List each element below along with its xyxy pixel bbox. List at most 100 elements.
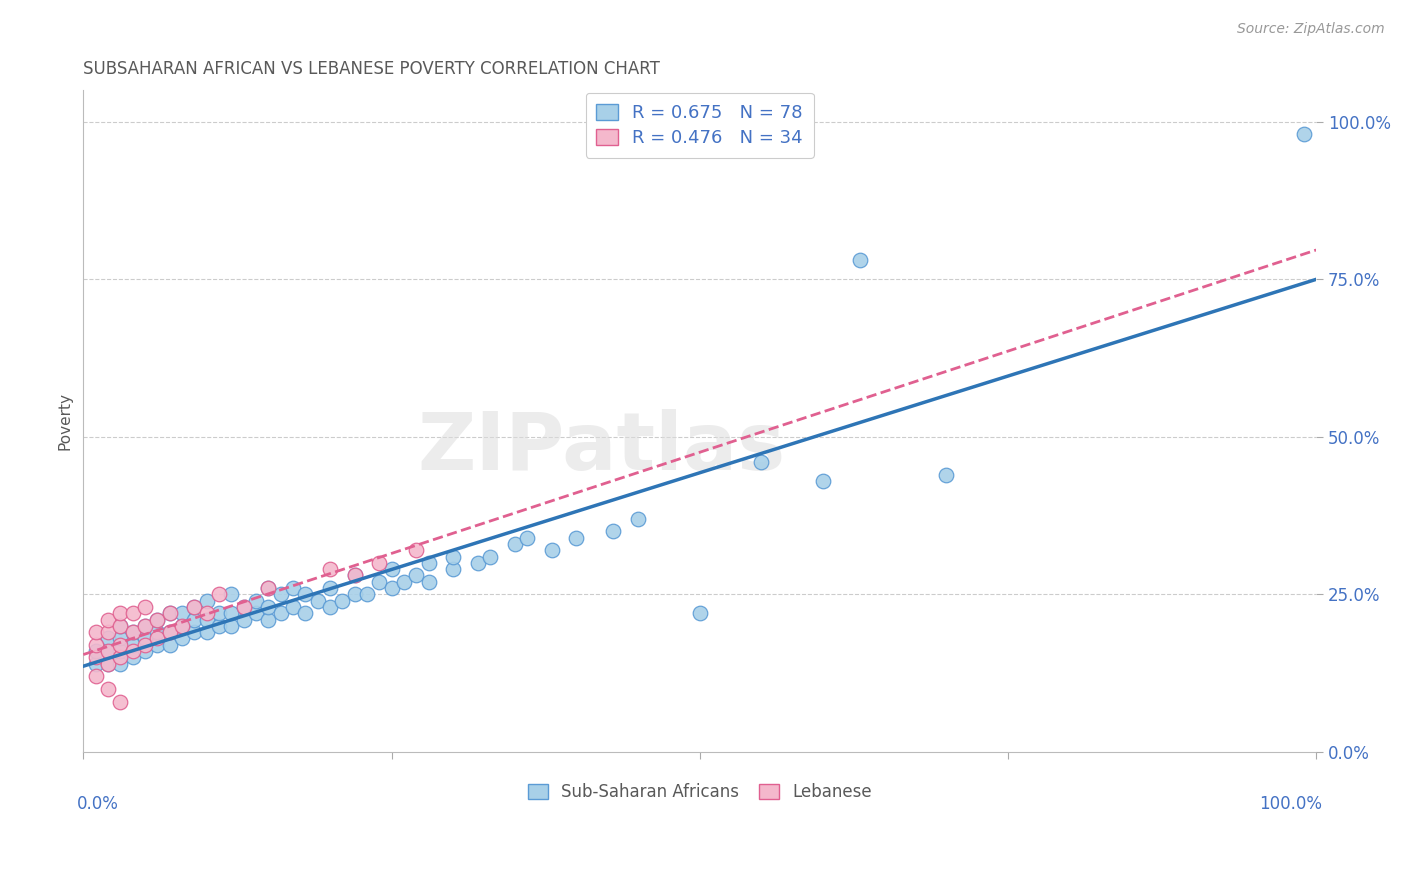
Point: [294, 607, 316, 621]
Point: [183, 625, 205, 640]
Point: [232, 613, 254, 627]
Legend: Sub-Saharan Africans, Lebanese: Sub-Saharan Africans, Lebanese: [519, 775, 880, 810]
Point: [418, 574, 440, 589]
Point: [232, 599, 254, 614]
Point: [849, 253, 872, 268]
Point: [195, 625, 218, 640]
Point: [183, 599, 205, 614]
Point: [134, 599, 156, 614]
Point: [441, 562, 464, 576]
Point: [257, 581, 280, 595]
Text: 0.0%: 0.0%: [77, 795, 120, 813]
Point: [257, 613, 280, 627]
Point: [1292, 128, 1315, 142]
Point: [170, 619, 193, 633]
Point: [356, 587, 378, 601]
Point: [281, 581, 304, 595]
Point: [380, 562, 402, 576]
Point: [183, 613, 205, 627]
Point: [146, 625, 169, 640]
Point: [84, 657, 107, 671]
Point: [110, 619, 132, 633]
Point: [270, 607, 292, 621]
Point: [159, 625, 181, 640]
Point: [219, 607, 242, 621]
Point: [319, 599, 342, 614]
Point: [159, 625, 181, 640]
Point: [134, 638, 156, 652]
Point: [134, 619, 156, 633]
Point: [195, 607, 218, 621]
Point: [343, 568, 366, 582]
Point: [208, 587, 231, 601]
Point: [319, 581, 342, 595]
Point: [159, 607, 181, 621]
Text: ZIPatlas: ZIPatlas: [418, 409, 785, 486]
Point: [110, 644, 132, 658]
Point: [689, 607, 711, 621]
Point: [627, 512, 650, 526]
Point: [232, 599, 254, 614]
Text: Source: ZipAtlas.com: Source: ZipAtlas.com: [1237, 22, 1385, 37]
Point: [84, 625, 107, 640]
Point: [418, 556, 440, 570]
Point: [170, 632, 193, 646]
Point: [343, 587, 366, 601]
Point: [170, 607, 193, 621]
Point: [134, 632, 156, 646]
Point: [540, 543, 562, 558]
Point: [516, 531, 538, 545]
Point: [121, 638, 143, 652]
Point: [97, 644, 120, 658]
Point: [208, 619, 231, 633]
Point: [602, 524, 624, 539]
Point: [935, 467, 957, 482]
Point: [170, 619, 193, 633]
Point: [110, 657, 132, 671]
Point: [110, 619, 132, 633]
Text: 100.0%: 100.0%: [1260, 795, 1323, 813]
Point: [368, 574, 391, 589]
Point: [110, 607, 132, 621]
Point: [121, 650, 143, 665]
Point: [257, 581, 280, 595]
Y-axis label: Poverty: Poverty: [58, 392, 72, 450]
Point: [195, 593, 218, 607]
Point: [257, 599, 280, 614]
Point: [159, 607, 181, 621]
Point: [219, 619, 242, 633]
Point: [405, 543, 427, 558]
Point: [146, 613, 169, 627]
Point: [811, 474, 834, 488]
Point: [121, 625, 143, 640]
Point: [134, 619, 156, 633]
Point: [330, 593, 353, 607]
Point: [97, 632, 120, 646]
Point: [159, 638, 181, 652]
Point: [84, 669, 107, 683]
Point: [479, 549, 502, 564]
Point: [110, 632, 132, 646]
Point: [110, 650, 132, 665]
Point: [121, 644, 143, 658]
Point: [97, 681, 120, 696]
Point: [281, 599, 304, 614]
Point: [121, 625, 143, 640]
Point: [219, 587, 242, 601]
Point: [84, 644, 107, 658]
Point: [84, 650, 107, 665]
Point: [368, 556, 391, 570]
Point: [503, 537, 526, 551]
Point: [84, 638, 107, 652]
Point: [441, 549, 464, 564]
Point: [134, 644, 156, 658]
Point: [146, 613, 169, 627]
Point: [97, 625, 120, 640]
Point: [307, 593, 329, 607]
Point: [110, 694, 132, 708]
Point: [183, 599, 205, 614]
Text: SUBSAHARAN AFRICAN VS LEBANESE POVERTY CORRELATION CHART: SUBSAHARAN AFRICAN VS LEBANESE POVERTY C…: [83, 60, 661, 78]
Point: [380, 581, 402, 595]
Point: [146, 638, 169, 652]
Point: [97, 613, 120, 627]
